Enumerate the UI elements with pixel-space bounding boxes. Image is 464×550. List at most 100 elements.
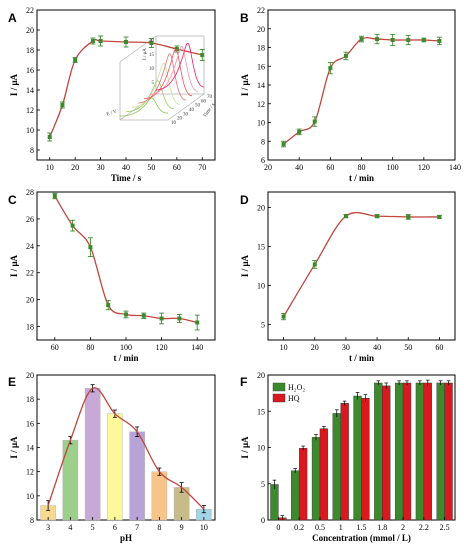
y-tick-label: 18 [257,44,265,53]
plot-frame [36,9,216,161]
x-tick-label: 1 [339,523,343,532]
data-point [343,53,348,58]
x-tick-label: 80 [86,343,94,352]
x-tick-label: 70 [198,163,206,172]
data-point [297,129,302,134]
panel-letter: F [240,375,247,389]
inset-y-axis-label: I / μA [143,48,148,60]
data-point [312,119,317,124]
data-point [124,40,128,44]
y-tick-label: 18 [26,395,34,404]
inset-voltammogram-line [131,62,181,108]
y-tick-label: 10 [257,444,265,453]
x-tick-label: 140 [191,343,203,352]
x-tick-label: 2.5 [440,523,450,532]
x-axis-label: t / min [349,353,374,363]
x-tick-label: 10 [280,343,288,352]
y-tick-label: 16 [26,419,34,428]
bar [423,382,432,521]
data-point [106,303,111,308]
inset-voltammogram-line [137,53,187,104]
y-tick-label: 5 [261,480,265,489]
data-point [88,245,93,250]
panel-letter: C [8,193,17,207]
y-tick-label: 20 [257,204,265,213]
y-tick-label: 14 [26,86,34,95]
data-point [73,58,78,62]
x-tick-label: 10 [46,163,54,172]
inset-z-tick-label: 70 [207,95,213,100]
legend: H₂O₂ HQ [272,382,305,403]
x-axis-label: Time / s [111,173,142,183]
y-tick-label: 20 [26,296,34,305]
x-tick-label: 100 [387,163,399,172]
inset-z-tick-label: 50 [195,104,201,109]
y-tick-label: 20 [26,371,34,380]
data-point [312,262,317,267]
data-point [406,214,411,219]
panel-letter: D [240,193,249,207]
bar [151,471,168,521]
bar [291,470,300,521]
data-point [98,39,103,43]
x-axis-label: t / min [349,173,374,183]
bar [361,398,370,521]
y-tick-label: 20 [257,371,265,380]
inset-z-tick-label: 20 [177,117,183,122]
data-point [149,41,154,45]
x-tick-label: 30 [97,163,105,172]
y-tick-label: 16 [257,62,265,71]
y-tick-label: 20 [26,26,34,35]
y-axis-label: I / μA [9,436,19,459]
y-tick-label: 22 [26,6,34,15]
y-axis-label: I / μA [9,73,19,96]
data-point [195,320,200,325]
fit-curve [49,38,203,138]
plot-frame [267,191,456,341]
panel-letter: E [8,375,16,389]
panel-b: 6 8 10 12 14 16 18 20 22 20 40 60 80 100 120 140 t / min… [240,6,461,183]
y-tick-label: 14 [26,444,34,453]
y-tick-label: 16 [26,66,34,75]
data-point [90,39,95,43]
data-point [174,47,179,51]
y-tick-label: 22 [26,269,34,278]
data-point [421,38,426,42]
y-tick-label: 12 [26,468,34,477]
x-tick-label: 6 [113,523,117,532]
x-tick-label: 0 [276,523,280,532]
y-tick-label: 8 [30,516,34,525]
data-point [328,66,333,71]
y-axis-label: I / μA [9,254,19,277]
fit-curve [54,195,198,324]
data-point [437,214,442,219]
y-tick-label: 18 [26,46,34,55]
y-tick-label: 28 [26,188,34,197]
y-tick-label: 26 [26,215,34,224]
legend-label: HQ [288,394,300,403]
data-point [375,214,380,219]
x-tick-label: 120 [418,163,430,172]
x-tick-label: 80 [358,163,366,172]
x-tick-label: 100 [120,343,132,352]
inset-y-tick-label: 10 [149,67,155,72]
y-tick-label: 22 [257,6,265,15]
x-tick-label: 60 [435,343,443,352]
y-tick-label: 12 [257,100,265,109]
x-tick-label: 4 [68,523,72,532]
y-axis-label: I / μA [240,73,250,96]
inset-voltammogram-line [125,80,175,113]
x-axis-label: t / min [113,353,138,363]
y-tick-label: 0 [261,516,265,525]
y-tick-label: 8 [261,137,265,146]
x-tick-label: 60 [326,163,334,172]
data-point [141,313,146,318]
y-tick-label: 10 [257,281,265,290]
inset-box-edge [167,93,205,121]
inset-y-tick-label: 5 [152,81,155,86]
x-tick-label: 1.8 [377,523,387,532]
x-tick-label: 50 [404,343,412,352]
y-tick-label: 12 [26,106,34,115]
